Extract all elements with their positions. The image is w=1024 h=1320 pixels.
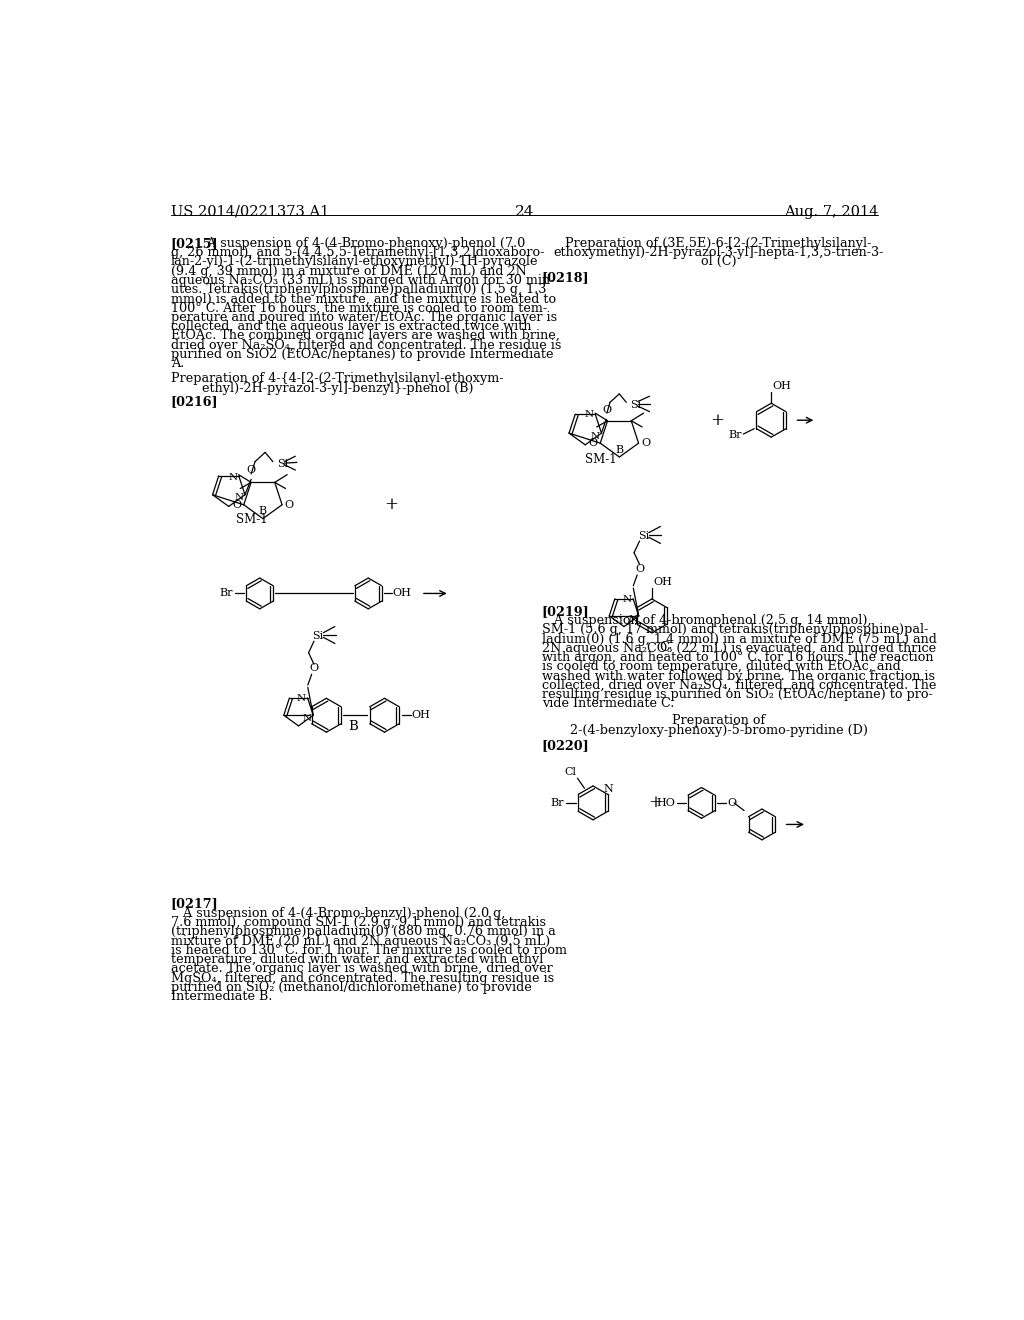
Text: +: + xyxy=(648,795,662,812)
Text: resulting residue is purified on SiO₂ (EtOAc/heptane) to pro-: resulting residue is purified on SiO₂ (E… xyxy=(542,688,933,701)
Text: lan-2-yl)-1-(2-trimethylsilanyl-ethoxymethyl)-1H-pyrazole: lan-2-yl)-1-(2-trimethylsilanyl-ethoxyme… xyxy=(171,256,539,268)
Text: SM-1 (5.6 g, 17 mmol) and tetrakis(triphenylphosphine)pal-: SM-1 (5.6 g, 17 mmol) and tetrakis(triph… xyxy=(542,623,928,636)
Text: OH: OH xyxy=(412,710,430,721)
Text: g, 26 mmol), and 5-(4,4,5,5-Tetramethyl-[1,3,2]dioxaboro-: g, 26 mmol), and 5-(4,4,5,5-Tetramethyl-… xyxy=(171,246,544,259)
Text: dried over Na₂SO₄, filtered and concentrated. The residue is: dried over Na₂SO₄, filtered and concentr… xyxy=(171,339,561,351)
Text: Aug. 7, 2014: Aug. 7, 2014 xyxy=(783,205,879,219)
Text: perature and poured into water/EtOAc. The organic layer is: perature and poured into water/EtOAc. Th… xyxy=(171,312,557,323)
Text: [0219]: [0219] xyxy=(542,605,590,618)
Text: +: + xyxy=(385,496,398,513)
Text: OH: OH xyxy=(653,577,673,586)
Text: B: B xyxy=(348,721,357,734)
Text: O: O xyxy=(727,797,736,808)
Text: +: + xyxy=(710,412,724,429)
Text: [0218]: [0218] xyxy=(542,271,590,284)
Text: Intermediate B.: Intermediate B. xyxy=(171,990,272,1003)
Text: O: O xyxy=(602,405,611,414)
Text: O: O xyxy=(247,466,256,475)
Text: Br: Br xyxy=(728,430,741,440)
Text: OH: OH xyxy=(392,589,412,598)
Text: N: N xyxy=(228,473,238,482)
Text: (triphenylphosphine)palladium(0) (880 mg, 0.76 mmol) in a: (triphenylphosphine)palladium(0) (880 mg… xyxy=(171,925,555,939)
Text: SM-1: SM-1 xyxy=(585,453,616,466)
Text: (9.4 g, 39 mmol) in a mixture of DME (120 mL) and 2N: (9.4 g, 39 mmol) in a mixture of DME (12… xyxy=(171,264,526,277)
Text: Si: Si xyxy=(630,400,641,409)
Text: Br: Br xyxy=(220,589,233,598)
Text: Preparation of: Preparation of xyxy=(672,714,765,727)
Text: 24: 24 xyxy=(515,205,535,219)
Text: EtOAc. The combined organic layers are washed with brine,: EtOAc. The combined organic layers are w… xyxy=(171,330,559,342)
Text: is heated to 130° C. for 1 hour. The mixture is cooled to room: is heated to 130° C. for 1 hour. The mix… xyxy=(171,944,566,957)
Text: temperature, diluted with water, and extracted with ethyl: temperature, diluted with water, and ext… xyxy=(171,953,543,966)
Text: 7.6 mmol), compound SM-1 (2.9 g, 9.1 mmol) and tetrakis: 7.6 mmol), compound SM-1 (2.9 g, 9.1 mmo… xyxy=(171,916,546,929)
Text: N: N xyxy=(302,714,311,723)
Text: O: O xyxy=(232,500,242,510)
Text: Preparation of (3E,5E)-6-[2-(2-Trimethylsilanyl-: Preparation of (3E,5E)-6-[2-(2-Trimethyl… xyxy=(565,238,871,249)
Text: A suspension of 4-(4-Bromo-benzyl)-phenol (2.0 g,: A suspension of 4-(4-Bromo-benzyl)-pheno… xyxy=(171,907,505,920)
Text: ethyl)-2H-pyrazol-3-yl]-benzyl}-phenol (B): ethyl)-2H-pyrazol-3-yl]-benzyl}-phenol (… xyxy=(202,381,473,395)
Text: purified on SiO₂ (methanol/dichloromethane) to provide: purified on SiO₂ (methanol/dichlorometha… xyxy=(171,981,531,994)
Text: Si: Si xyxy=(638,531,649,541)
Text: N: N xyxy=(297,694,306,704)
Text: O: O xyxy=(285,500,294,510)
Text: N: N xyxy=(623,595,632,605)
Text: washed with water followed by brine. The organic fraction is: washed with water followed by brine. The… xyxy=(542,669,935,682)
Text: SM-1: SM-1 xyxy=(237,512,268,525)
Text: O: O xyxy=(309,663,318,673)
Text: Preparation of 4-{4-[2-(2-Trimethylsilanyl-ethoxym-: Preparation of 4-{4-[2-(2-Trimethylsilan… xyxy=(171,372,504,385)
Text: collected, and the aqueous layer is extracted twice with: collected, and the aqueous layer is extr… xyxy=(171,321,531,333)
Text: Si: Si xyxy=(312,631,324,640)
Text: US 2014/0221373 A1: US 2014/0221373 A1 xyxy=(171,205,329,219)
Text: Cl: Cl xyxy=(564,767,577,777)
Text: 2N aqueous Na₂CO₃ (22 mL) is evacuated, and purged thrice: 2N aqueous Na₂CO₃ (22 mL) is evacuated, … xyxy=(542,642,936,655)
Text: OH: OH xyxy=(773,381,792,391)
Text: MgSO₄, filtered, and concentrated. The resulting residue is: MgSO₄, filtered, and concentrated. The r… xyxy=(171,972,554,985)
Text: B: B xyxy=(615,445,624,454)
Text: [0220]: [0220] xyxy=(542,739,590,752)
Text: ol (C): ol (C) xyxy=(700,256,736,268)
Text: N: N xyxy=(591,433,600,441)
Text: mixture of DME (20 mL) and 2N aqueous Na₂CO₃ (9.5 mL): mixture of DME (20 mL) and 2N aqueous Na… xyxy=(171,935,550,948)
Text: aqueous Na₂CO₃ (33 mL) is sparged with Argon for 30 min-: aqueous Na₂CO₃ (33 mL) is sparged with A… xyxy=(171,275,554,286)
Text: utes. Tetrakis(triphenylphosphine)palladium(0) (1.5 g, 1.3: utes. Tetrakis(triphenylphosphine)pallad… xyxy=(171,284,546,296)
Text: ladium(0) (1.6 g, 1.4 mmol) in a mixture of DME (75 mL) and: ladium(0) (1.6 g, 1.4 mmol) in a mixture… xyxy=(542,632,937,645)
Text: N: N xyxy=(628,615,637,624)
Text: A.: A. xyxy=(171,358,184,370)
Text: N: N xyxy=(585,411,594,420)
Text: with argon, and heated to 100° C. for 16 hours. The reaction: with argon, and heated to 100° C. for 16… xyxy=(542,651,933,664)
Text: HO: HO xyxy=(656,797,675,808)
Text: ethoxymethyl)-2H-pyrazol-3-yl]-hepta-1,3,5-trien-3-: ethoxymethyl)-2H-pyrazol-3-yl]-hepta-1,3… xyxy=(553,246,884,259)
Text: N: N xyxy=(604,784,613,795)
Text: O: O xyxy=(641,438,650,449)
Text: purified on SiO2 (EtOAc/heptanes) to provide Intermediate: purified on SiO2 (EtOAc/heptanes) to pro… xyxy=(171,348,553,360)
Text: acetate. The organic layer is washed with brine, dried over: acetate. The organic layer is washed wit… xyxy=(171,962,552,975)
Text: collected, dried over Na₂SO₄, filtered, and concentrated. The: collected, dried over Na₂SO₄, filtered, … xyxy=(542,678,936,692)
Text: mmol) is added to the mixture, and the mixture is heated to: mmol) is added to the mixture, and the m… xyxy=(171,293,556,305)
Text: A suspension of 4-(4-Bromo-phenoxy)-phenol (7.0: A suspension of 4-(4-Bromo-phenoxy)-phen… xyxy=(203,238,525,249)
Text: A suspension of 4-bromophenol (2.5 g, 14 mmol),: A suspension of 4-bromophenol (2.5 g, 14… xyxy=(542,614,871,627)
Text: is cooled to room temperature, diluted with EtOAc, and: is cooled to room temperature, diluted w… xyxy=(542,660,900,673)
Text: [0216]: [0216] xyxy=(171,396,218,409)
Text: O: O xyxy=(635,564,644,574)
Text: Br: Br xyxy=(551,797,564,808)
Text: O: O xyxy=(589,438,598,449)
Text: [0215]: [0215] xyxy=(171,238,218,249)
Text: vide Intermediate C.: vide Intermediate C. xyxy=(542,697,674,710)
Text: [0217]: [0217] xyxy=(171,898,218,911)
Text: B: B xyxy=(259,507,267,516)
Text: Si: Si xyxy=(276,459,288,469)
Text: N: N xyxy=(234,494,244,502)
Text: 2-(4-benzyloxy-phenoxy)-5-bromo-pyridine (D): 2-(4-benzyloxy-phenoxy)-5-bromo-pyridine… xyxy=(569,723,867,737)
Text: 100° C. After 16 hours, the mixture is cooled to room tem-: 100° C. After 16 hours, the mixture is c… xyxy=(171,302,547,314)
Text: C: C xyxy=(659,640,670,653)
